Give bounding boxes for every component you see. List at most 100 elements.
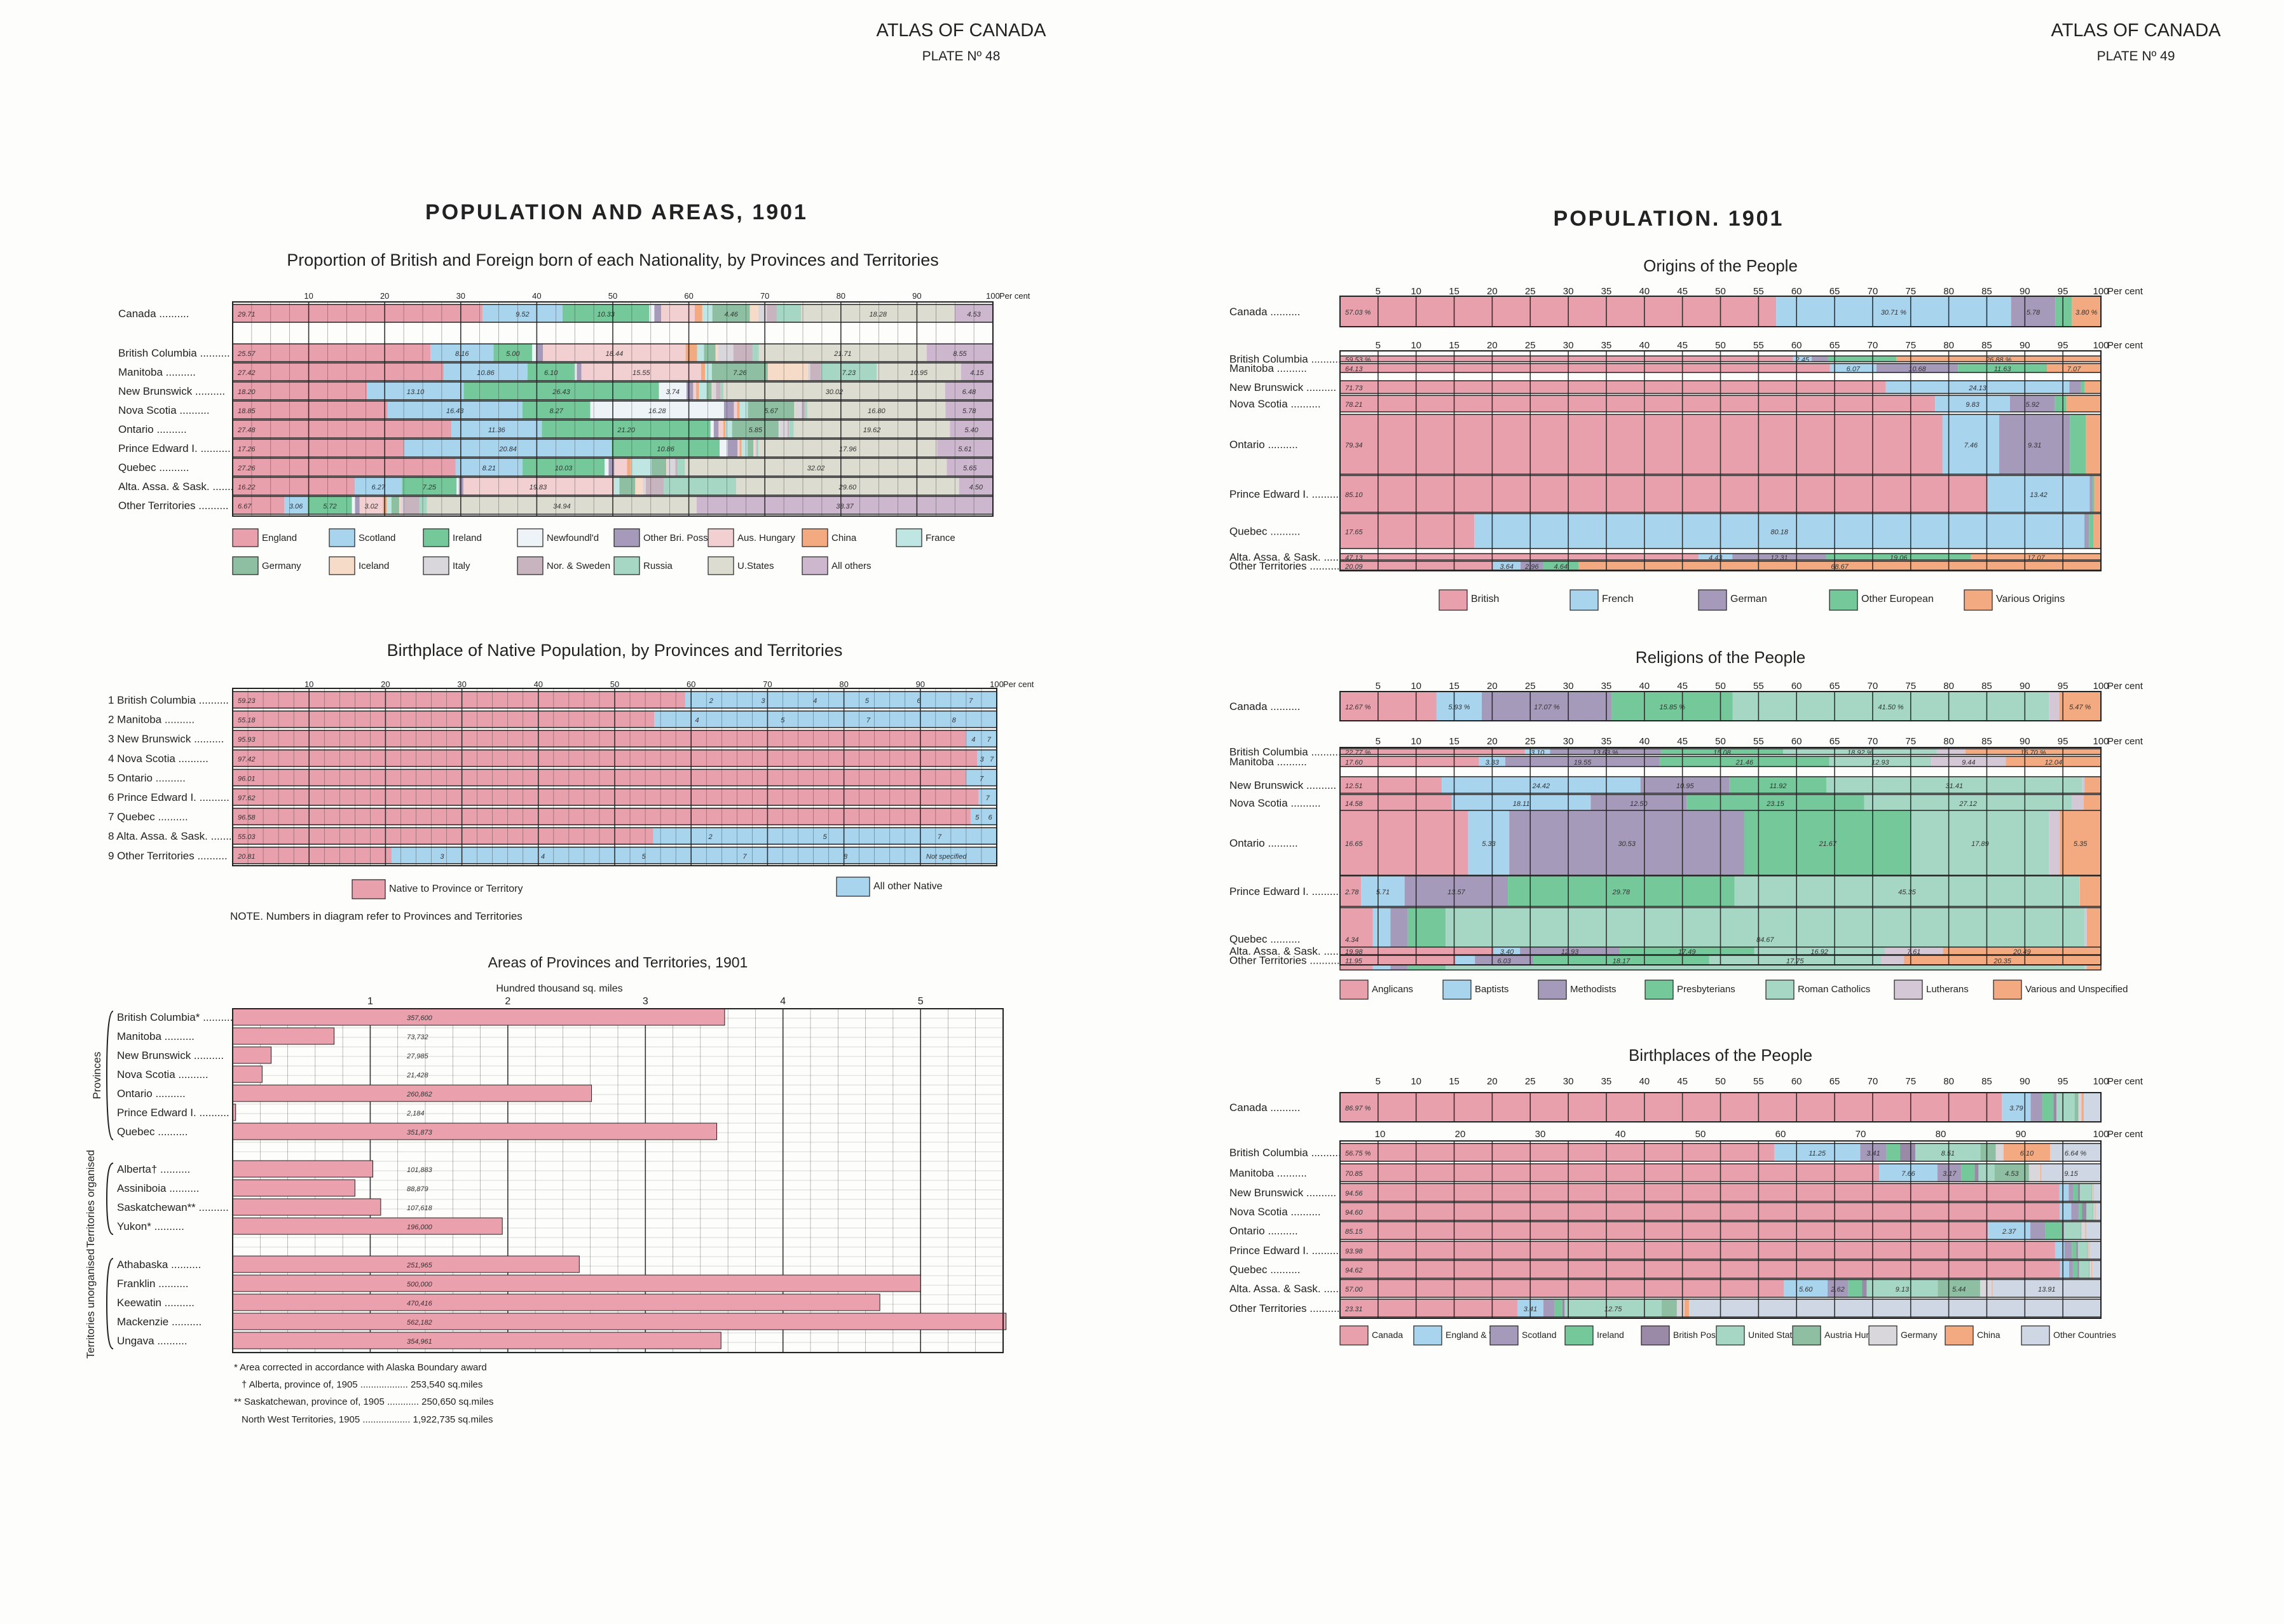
areas-bar bbox=[233, 1332, 721, 1349]
origins-data-label: 47.13 bbox=[1345, 554, 1363, 562]
religions-title: Religions of the People bbox=[1636, 648, 1805, 667]
birthplace_native-tick-30: 30 bbox=[457, 679, 466, 689]
birthplace_native-segment-number: 3 bbox=[440, 853, 444, 861]
areas-bar bbox=[233, 1047, 271, 1063]
birthplaces-segment-british-poss bbox=[2053, 1093, 2056, 1122]
birthplaces-data-label: 57.00 bbox=[1345, 1286, 1363, 1293]
birthplaces-tick-90: 90 bbox=[2020, 1076, 2030, 1087]
birthplace_native-segment-native-to-province-or-territory bbox=[233, 750, 977, 767]
areas-bar bbox=[233, 1275, 920, 1292]
birthplaces-segment-germany bbox=[2093, 1203, 2095, 1220]
nationality-legend-label: U.States bbox=[737, 561, 774, 571]
religions-legend-item-methodists: Methodists bbox=[1538, 980, 1617, 999]
birthplace_native-data-label: 96.01 bbox=[238, 775, 256, 782]
nationality-segment-china bbox=[695, 304, 702, 322]
nationality-data-label: 10.95 bbox=[910, 369, 928, 377]
birthplaces-tick-60: 60 bbox=[1775, 1129, 1786, 1140]
areas-category-label: Ontario .......... bbox=[117, 1088, 186, 1100]
nationality-category-label: Manitoba .......... bbox=[118, 366, 196, 378]
nationality-segment-france bbox=[702, 304, 713, 322]
origins-segment-various-origins bbox=[2086, 414, 2101, 474]
areas-data-label: 88,879 bbox=[407, 1185, 428, 1193]
areas-data-label: 196,000 bbox=[407, 1224, 433, 1231]
nationality-category-label: Quebec .......... bbox=[118, 461, 189, 474]
origins-tick-40: 40 bbox=[1639, 340, 1650, 351]
origins-segment-other-european bbox=[1828, 356, 1897, 362]
nationality-tick-80: 80 bbox=[837, 291, 845, 301]
nationality-data-label: 6.48 bbox=[962, 388, 976, 396]
nationality-data-label: 5.85 bbox=[749, 426, 763, 434]
areas-group-brace bbox=[107, 1259, 113, 1349]
nationality-legend-item-china: China bbox=[802, 529, 857, 547]
nationality-segment-italy bbox=[808, 363, 810, 381]
nationality-segment-nor-sweden bbox=[788, 420, 790, 438]
origins-tick-45: 45 bbox=[1677, 286, 1688, 297]
nationality-legend-item-newfoundl-d: Newfoundl'd bbox=[517, 529, 599, 547]
origins-tick-20: 20 bbox=[1487, 340, 1498, 351]
religions-row-manitoba: Manitoba ..........17.603.3319.5521.4612… bbox=[1229, 756, 2101, 768]
religions-category-label: Ontario .......... bbox=[1229, 837, 1298, 849]
birthplaces-tick-30: 30 bbox=[1563, 1076, 1574, 1087]
birthplace_native-category-label: 4 Nova Scotia .......... bbox=[108, 753, 209, 765]
birthplace_native-row-2-manitoba: 2 Manitoba ..........55.18 bbox=[108, 711, 997, 728]
birthplaces-data-label: 94.62 bbox=[1345, 1267, 1363, 1274]
nationality-data-label: 16.22 bbox=[238, 484, 256, 491]
origins-data-label: 7.07 bbox=[2067, 365, 2081, 373]
nationality-segment-italy bbox=[713, 382, 716, 400]
origins-legend-swatch bbox=[1829, 590, 1857, 610]
birthplace_native-segment-number: 4 bbox=[971, 736, 975, 744]
religions-data-label: 27.12 bbox=[1959, 800, 1977, 808]
religions-legend-label: Baptists bbox=[1475, 984, 1508, 995]
nationality-tick-40: 40 bbox=[532, 291, 541, 301]
birthplaces-legend-swatch bbox=[1945, 1326, 1973, 1345]
nationality-legend-item-england: England bbox=[233, 529, 297, 547]
religions-data-label: 12.51 bbox=[1345, 782, 1363, 790]
religions-category-label: Prince Edward I. .......... bbox=[1229, 885, 1342, 897]
religions-category-label: Canada .......... bbox=[1229, 700, 1301, 713]
birthplaces-segment-canada bbox=[1340, 1299, 1517, 1317]
religions-data-label: 12.04 bbox=[2044, 759, 2062, 767]
areas-data-label: 73,732 bbox=[407, 1034, 428, 1041]
areas-data-label: 351,873 bbox=[407, 1129, 433, 1136]
religions-data-label: 17.07 % bbox=[1534, 704, 1560, 711]
birthplace_native-data-label: 96.58 bbox=[238, 814, 256, 822]
nationality-segment-china bbox=[739, 439, 741, 457]
origins-tick-50: 50 bbox=[1715, 340, 1726, 351]
birthplaces-tick-100: 100 bbox=[2093, 1129, 2109, 1140]
nationality-data-label: 8.55 bbox=[953, 350, 967, 358]
religions-data-label: 16.70 % bbox=[2020, 749, 2046, 757]
areas-data-label: 500,000 bbox=[407, 1281, 433, 1288]
nationality-segment-nor-sweden bbox=[734, 344, 753, 362]
nationality-tick-50: 50 bbox=[608, 291, 617, 301]
birthplaces-segment-ireland bbox=[2073, 1260, 2077, 1278]
birthplaces-data-label: 5.60 bbox=[1799, 1286, 1813, 1293]
religions-data-label: 5.35 bbox=[2074, 840, 2088, 848]
birthplaces-tick-65: 65 bbox=[1829, 1076, 1840, 1087]
origins-tick-65: 65 bbox=[1829, 286, 1840, 297]
religions-legend-swatch bbox=[1993, 980, 2021, 999]
birthplace_native-segment-number: 3 bbox=[761, 697, 765, 705]
origins-tick-75: 75 bbox=[1905, 340, 1916, 351]
birthplaces-category-label: Other Territories .......... bbox=[1229, 1302, 1340, 1314]
origins-segment-various-origins bbox=[2067, 395, 2101, 412]
nationality-tick-60: 60 bbox=[684, 291, 693, 301]
birthplaces-segment-ireland bbox=[2073, 1184, 2077, 1201]
areas-group-label: Provinces bbox=[91, 1052, 103, 1100]
nationality-data-label: 4.15 bbox=[970, 369, 984, 377]
origins-legend-swatch bbox=[1439, 590, 1467, 610]
birthplaces-tick-50: 50 bbox=[1695, 1129, 1706, 1140]
nationality-legend-item-u-states: U.States bbox=[708, 557, 774, 575]
nationality-segment-newfoundl-d bbox=[711, 420, 714, 438]
birthplace_native-segment-number: 5 bbox=[781, 717, 785, 725]
birthplaces-segment-scotland bbox=[2031, 1093, 2042, 1122]
origins-category-label: Quebec .......... bbox=[1229, 526, 1301, 538]
origins-category-label: New Brunswick .......... bbox=[1229, 381, 1336, 393]
birthplaces-segment-other-countries bbox=[2094, 1184, 2101, 1201]
nationality-title: Proportion of British and Foreign born o… bbox=[287, 250, 939, 270]
birthplaces-title: Birthplaces of the People bbox=[1629, 1046, 1812, 1065]
religions-tick-5: 5 bbox=[1376, 736, 1381, 747]
